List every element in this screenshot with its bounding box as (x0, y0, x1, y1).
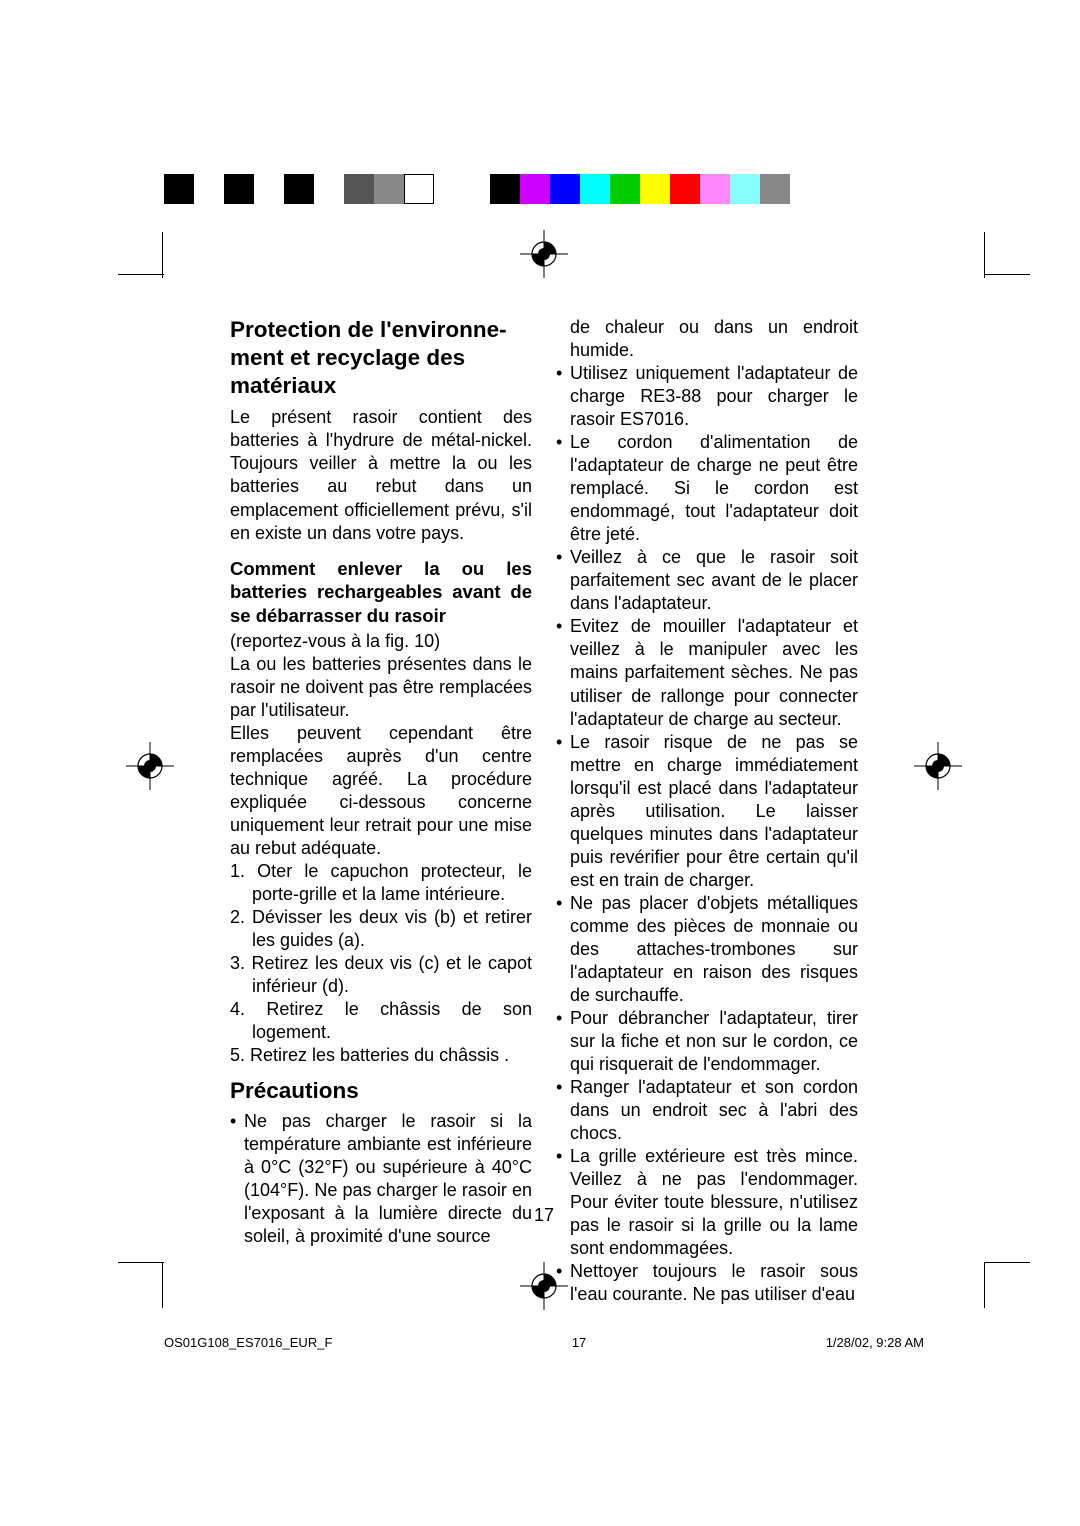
steps-list: 1. Oter le capuchon protecteur, le porte… (230, 860, 532, 1067)
list-item: Pour débrancher l'adaptateur, tirer sur … (556, 1007, 858, 1076)
list-item: 2. Dévisser les deux vis (b) et retirer … (230, 906, 532, 952)
precautions-list-continued: Utilisez uniquement l'adaptateur de char… (556, 362, 858, 1306)
heading-precautions: Précautions (230, 1077, 532, 1106)
list-item: Ranger l'adaptateur et son cordon dans u… (556, 1076, 858, 1145)
registration-mark-icon (126, 742, 174, 790)
list-item: 1. Oter le capuchon protecteur, le porte… (230, 860, 532, 906)
left-column: Protection de l'environne-ment et recycl… (230, 316, 532, 1226)
paragraph: Le présent rasoir contient des batteries… (230, 406, 532, 544)
paragraph: La ou les batteries présentes dans le ra… (230, 653, 532, 722)
registration-mark-icon (520, 230, 568, 278)
print-footer: OS01G108_ES7016_EUR_F 17 1/28/02, 9:28 A… (164, 1335, 924, 1350)
crop-mark (162, 1262, 163, 1308)
right-column: de chaleur ou dans un endroit humide. Ut… (556, 316, 858, 1226)
paragraph: (reportez-vous à la fig. 10) (230, 630, 532, 653)
paragraph: Elles peuvent cependant être remplacées … (230, 722, 532, 860)
crop-mark (984, 232, 985, 278)
registration-mark-icon (914, 742, 962, 790)
list-item: Nettoyer toujours le rasoir sous l'eau c… (556, 1260, 858, 1306)
list-item: 5. Retirez les batteries du châssis . (230, 1044, 532, 1067)
crop-mark (118, 274, 164, 275)
crop-mark (118, 1262, 164, 1263)
list-item: Ne pas placer d'objets métalliques comme… (556, 892, 858, 1007)
list-item: Veillez à ce que le rasoir soit parfaite… (556, 546, 858, 615)
footer-date: 1/28/02, 9:28 AM (826, 1335, 924, 1350)
list-item: Le rasoir risque de ne pas se mettre en … (556, 731, 858, 892)
footer-filename: OS01G108_ES7016_EUR_F (164, 1335, 332, 1350)
list-item: La grille extérieure est très mince. Vei… (556, 1145, 858, 1260)
printer-colorbar-gray (164, 174, 434, 204)
printer-colorbar-color (490, 174, 790, 204)
list-item: Utilisez uniquement l'adaptateur de char… (556, 362, 858, 431)
crop-mark (984, 1262, 1030, 1263)
crop-mark (984, 274, 1030, 275)
list-item: Ne pas charger le rasoir si la températu… (230, 1110, 532, 1248)
crop-mark (984, 1262, 985, 1308)
page-number: 17 (534, 1205, 554, 1226)
footer-page: 17 (572, 1335, 586, 1350)
heading-remove-batteries: Comment enlever la ou les batteries rech… (230, 557, 532, 628)
paragraph-continued: de chaleur ou dans un endroit humide. (556, 316, 858, 362)
crop-mark (162, 232, 163, 278)
list-item: Le cordon d'alimentation de l'adaptateur… (556, 431, 858, 546)
list-item: 3. Retirez les deux vis (c) et le capot … (230, 952, 532, 998)
list-item: Evitez de mouiller l'adaptateur et veill… (556, 615, 858, 730)
page-content: Protection de l'environne-ment et recycl… (230, 316, 858, 1226)
precautions-list: Ne pas charger le rasoir si la températu… (230, 1110, 532, 1248)
heading-environment: Protection de l'environne-ment et recycl… (230, 316, 532, 400)
list-item: 4. Retirez le châssis de son logement. (230, 998, 532, 1044)
